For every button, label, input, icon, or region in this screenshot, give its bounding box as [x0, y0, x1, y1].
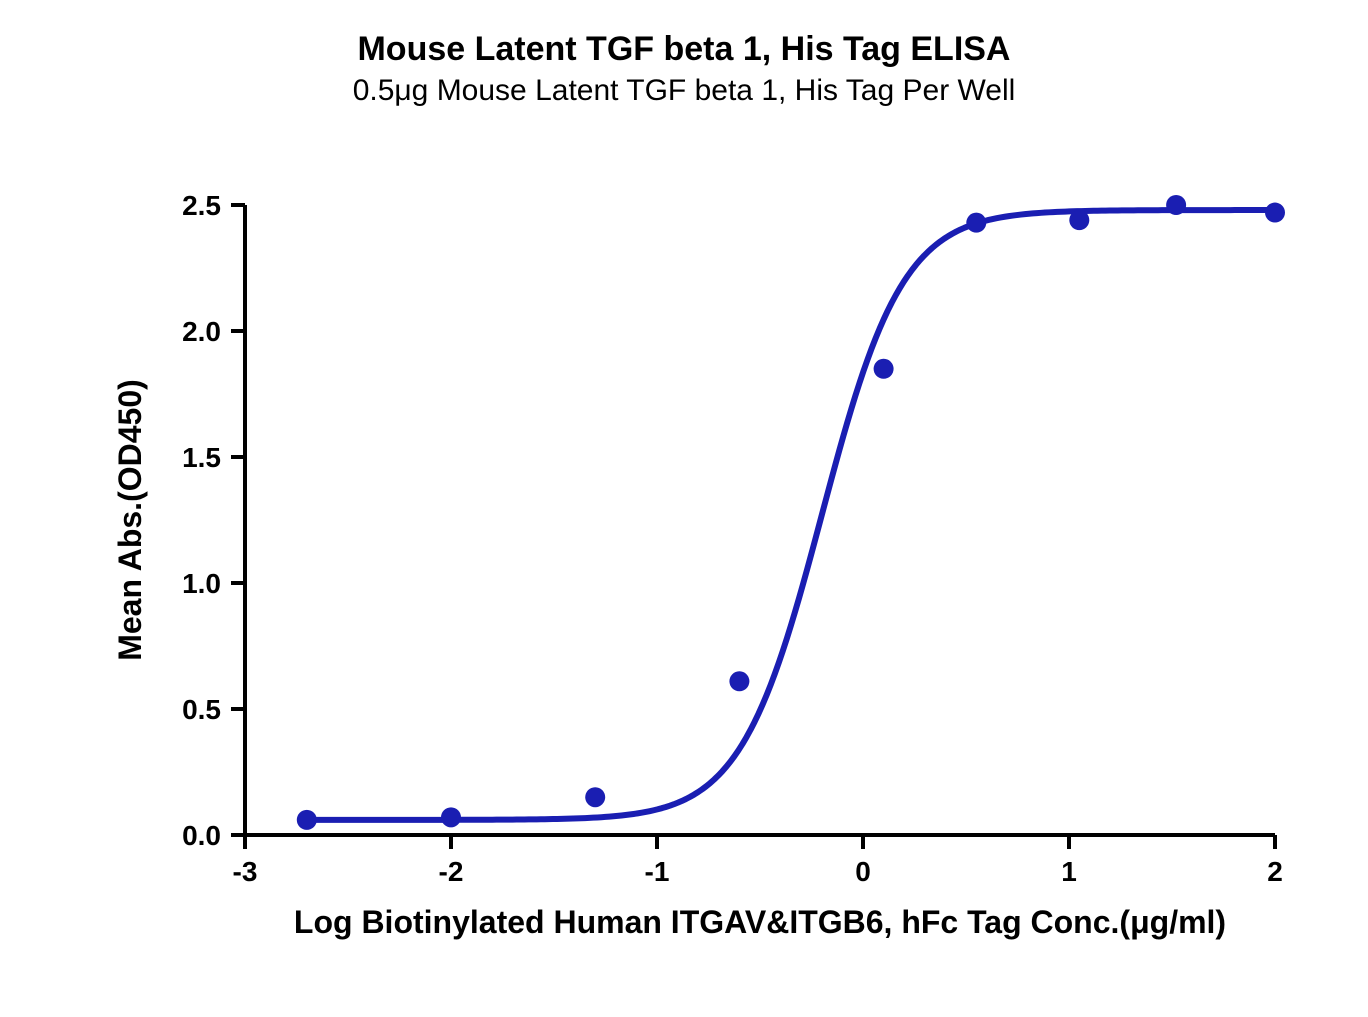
x-axis-label: Log Biotinylated Human ITGAV&ITGB6, hFc … — [294, 904, 1226, 940]
y-tick-label: 0.0 — [182, 820, 221, 851]
elisa-chart: Mouse Latent TGF beta 1, His Tag ELISA 0… — [0, 0, 1368, 1017]
data-point — [966, 213, 986, 233]
y-tick-label: 2.0 — [182, 316, 221, 347]
data-point — [1265, 203, 1285, 223]
data-point — [1166, 195, 1186, 215]
y-tick-label: 1.5 — [182, 442, 221, 473]
x-axis: -3 -2 -1 0 1 2 — [233, 835, 1283, 887]
x-tick-label: -2 — [439, 856, 464, 887]
chart-container: Mouse Latent TGF beta 1, His Tag ELISA 0… — [0, 0, 1368, 1017]
y-tick-label: 0.5 — [182, 694, 221, 725]
data-point — [1069, 210, 1089, 230]
y-tick-label: 1.0 — [182, 568, 221, 599]
y-axis-label-group: Mean Abs.(OD450) — [112, 379, 148, 661]
data-point — [729, 671, 749, 691]
fit-curve — [307, 210, 1275, 820]
x-tick-label: -1 — [645, 856, 670, 887]
x-tick-label: 0 — [855, 856, 871, 887]
y-axis-label: Mean Abs.(OD450) — [112, 379, 148, 661]
x-tick-label: 1 — [1061, 856, 1077, 887]
x-tick-label: 2 — [1267, 856, 1283, 887]
data-point — [297, 810, 317, 830]
x-tick-label: -3 — [233, 856, 258, 887]
data-point — [585, 787, 605, 807]
data-point — [441, 807, 461, 827]
chart-subtitle: 0.5μg Mouse Latent TGF beta 1, His Tag P… — [353, 74, 1016, 107]
chart-title: Mouse Latent TGF beta 1, His Tag ELISA — [357, 30, 1010, 68]
data-point — [874, 359, 894, 379]
data-points — [297, 195, 1285, 830]
y-tick-label: 2.5 — [182, 190, 221, 221]
y-axis: 0.0 0.5 1.0 1.5 2.0 2.5 — [182, 190, 245, 851]
